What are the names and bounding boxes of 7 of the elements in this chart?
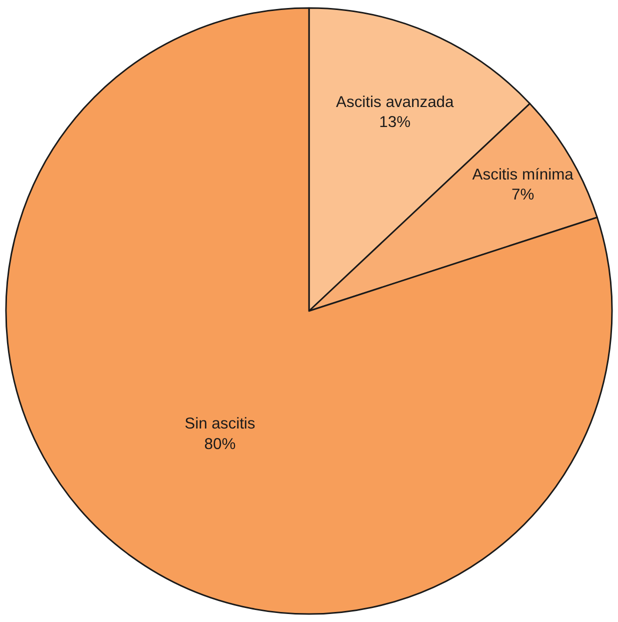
- data-label: 7%: [512, 186, 534, 204]
- pie-slice: [5, 7, 612, 614]
- data-label: 13%: [379, 114, 411, 132]
- slice-label: Ascitis mínima: [472, 166, 574, 184]
- slice-label: Ascitis avanzada: [336, 94, 454, 111]
- data-label: 80%: [204, 436, 236, 453]
- slice-label: Sin ascitis: [184, 415, 256, 432]
